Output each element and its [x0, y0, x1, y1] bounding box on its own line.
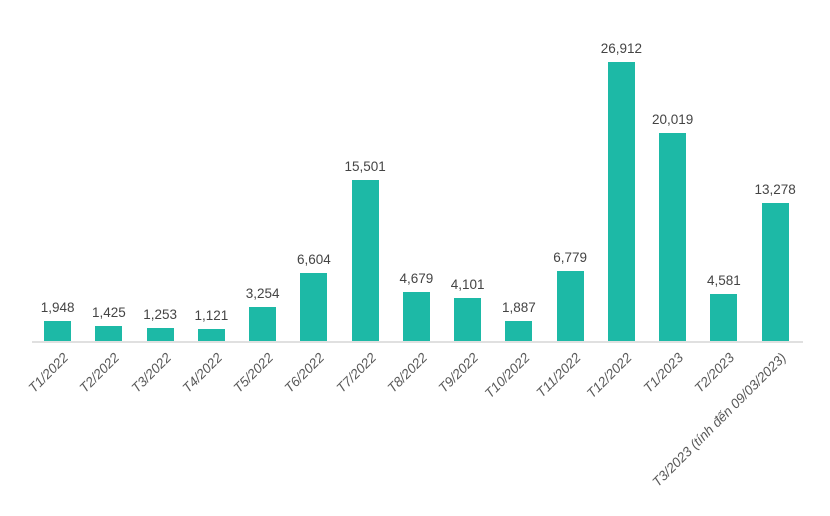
x-axis-label: T7/2022: [333, 350, 379, 396]
value-label: 1,948: [40, 300, 75, 315]
value-label: 15,501: [344, 159, 386, 174]
x-axis-label: T6/2022: [281, 350, 328, 396]
value-label: 26,912: [600, 41, 643, 56]
x-axis-line: [32, 341, 803, 343]
bar: [761, 203, 789, 341]
bar: [710, 294, 738, 341]
value-label: 1,887: [501, 300, 536, 315]
x-axis-label: T1/2023: [640, 350, 687, 396]
value-label: 6,779: [553, 250, 588, 265]
bar: [197, 329, 225, 341]
bar: [351, 180, 379, 341]
value-label: 3,254: [245, 286, 280, 301]
x-axis-label: T4/2022: [179, 350, 225, 396]
x-axis-label: T2/2022: [76, 350, 123, 396]
bar: [249, 307, 277, 341]
x-axis-label: T10/2022: [481, 350, 533, 401]
bar: [659, 133, 687, 341]
value-label: 20,019: [651, 112, 694, 127]
bar: [454, 298, 482, 341]
value-label: 1,425: [91, 305, 126, 320]
x-axis-label: T8/2022: [384, 350, 430, 396]
value-label: 4,581: [706, 273, 741, 288]
x-axis-label: T3/2022: [128, 350, 174, 396]
bar: [402, 292, 430, 341]
x-axis-label: T2/2023: [691, 350, 738, 396]
bar: [505, 321, 533, 341]
bar: [556, 271, 584, 341]
value-label: 13,278: [754, 182, 796, 197]
bar: [95, 326, 123, 341]
bar: [44, 321, 72, 341]
x-axis-label: T9/2022: [435, 350, 482, 396]
bar: [300, 273, 328, 341]
bar: [146, 328, 174, 341]
x-axis-label: T12/2022: [584, 350, 635, 401]
value-label: 4,101: [450, 277, 485, 292]
x-axis-label: T5/2022: [230, 350, 277, 396]
bar: [607, 62, 635, 341]
x-axis-label: T11/2022: [533, 350, 584, 401]
value-label: 4,679: [399, 271, 434, 286]
value-label: 1,121: [194, 308, 229, 323]
value-label: 6,604: [296, 252, 331, 267]
value-label: 1,253: [143, 307, 178, 322]
x-axis-label: T1/2022: [25, 350, 72, 396]
